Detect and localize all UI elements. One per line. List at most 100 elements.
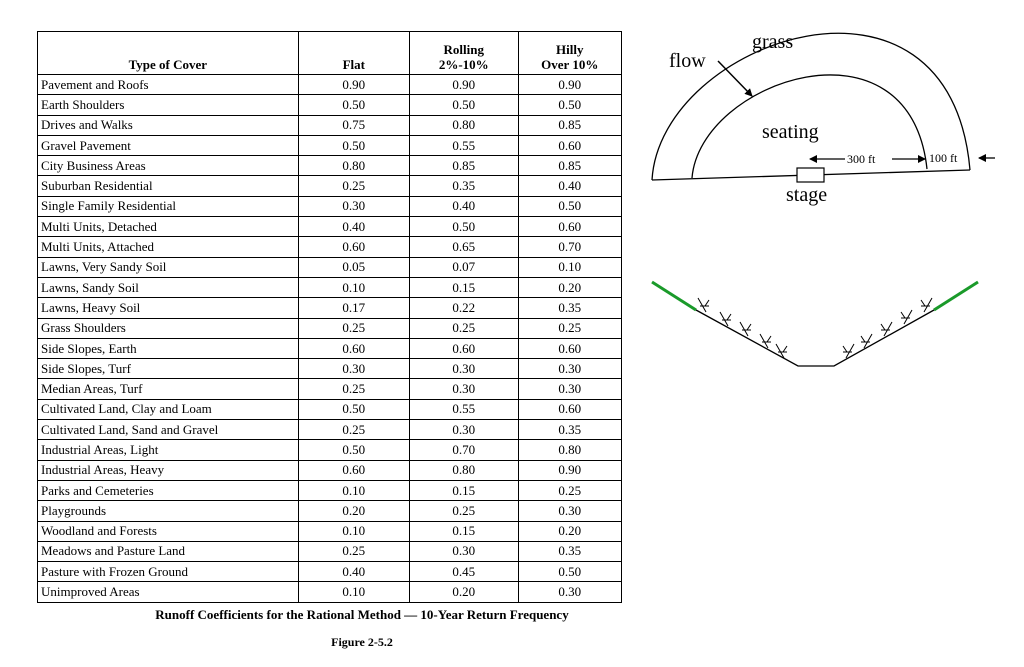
flat-value-cell: 0.25 (297, 175, 410, 197)
seat-symbol (900, 309, 913, 325)
table-row: Grass Shoulders 0.25 0.25 0.25 (37, 317, 623, 339)
hilly-value-cell: 0.35 (517, 297, 623, 319)
hilly-value-cell: 0.60 (517, 134, 623, 157)
hilly-value-cell: 0.50 (517, 561, 623, 583)
inner-arc (691, 74, 928, 179)
hilly-value-cell: 0.85 (517, 114, 623, 136)
hilly-value-cell: 0.60 (517, 337, 623, 360)
table-row: Side Slopes, Turf 0.30 0.30 0.30 (37, 358, 623, 380)
flat-value-cell: 0.30 (297, 358, 410, 380)
cover-type-cell: Pasture with Frozen Ground (37, 561, 299, 583)
hilly-value-cell: 0.30 (517, 581, 623, 603)
seat-symbol (775, 343, 788, 359)
header-flat: Flat (297, 31, 410, 75)
rolling-value-cell: 0.25 (408, 317, 519, 339)
table-row: Cultivated Land, Clay and Loam 0.50 0.55 0.… (37, 398, 623, 421)
flat-value-cell: 0.10 (297, 520, 410, 542)
hilly-value-cell: 0.20 (517, 520, 623, 542)
seat-symbol (719, 311, 732, 327)
runoff-coefficient-table: Type of Cover Flat Rolling 2%-10% Hilly Ov… (37, 31, 623, 603)
seat-symbol (920, 297, 933, 313)
table-row: Parks and Cemeteries 0.10 0.15 0.25 (37, 479, 623, 502)
seat-symbol (860, 333, 873, 349)
table-row: Suburban Residential 0.25 0.35 0.40 (37, 175, 623, 197)
table-row: Lawns, Very Sandy Soil 0.05 0.07 0.10 (37, 256, 623, 278)
flat-value-cell: 0.25 (297, 317, 410, 339)
table-caption: Runoff Coefficients for the Rational Met… (155, 607, 569, 622)
flat-value-cell: 0.30 (297, 195, 410, 218)
cover-type-cell: Single Family Residential (37, 195, 299, 218)
flat-value-cell: 0.10 (297, 581, 410, 603)
cover-type-cell: Grass Shoulders (37, 317, 299, 339)
table-row: Multi Units, Detached 0.40 0.50 0.60 (37, 216, 623, 238)
hilly-value-cell: 0.25 (517, 317, 623, 339)
rolling-value-cell: 0.80 (408, 114, 519, 136)
rolling-value-cell: 0.80 (408, 459, 519, 481)
seat-symbol (739, 321, 752, 337)
outer-arc (651, 32, 971, 181)
rolling-value-cell: 0.50 (408, 94, 519, 116)
cover-type-cell: Pavement and Roofs (37, 73, 299, 96)
cover-type-cell: Side Slopes, Turf (37, 358, 299, 380)
header-hilly: Hilly Over 10% (517, 31, 623, 75)
rolling-value-cell: 0.30 (408, 378, 519, 400)
flat-value-cell: 0.75 (297, 114, 410, 136)
table-row: Drives and Walks 0.75 0.80 0.85 (37, 114, 623, 136)
flat-value-cell: 0.80 (297, 155, 410, 177)
rolling-value-cell: 0.60 (408, 337, 519, 360)
cover-type-cell: Lawns, Heavy Soil (37, 297, 299, 319)
hilly-value-cell: 0.60 (517, 216, 623, 238)
hilly-value-cell: 0.35 (517, 419, 623, 441)
hilly-value-cell: 0.50 (517, 195, 623, 218)
flat-value-cell: 0.40 (297, 561, 410, 583)
flat-value-cell: 0.90 (297, 73, 410, 96)
table-row: Median Areas, Turf 0.25 0.30 0.30 (37, 378, 623, 400)
flat-value-cell: 0.10 (297, 276, 410, 299)
figure-label: Figure 2-5.2 (331, 635, 393, 649)
cover-type-cell: Playgrounds (37, 500, 299, 522)
cover-type-cell: Drives and Walks (37, 114, 299, 136)
flat-value-cell: 0.17 (297, 297, 410, 319)
grass-label: grass (752, 31, 793, 53)
hilly-value-cell: 0.85 (517, 155, 623, 177)
hilly-value-cell: 0.90 (517, 73, 623, 96)
rolling-value-cell: 0.15 (408, 276, 519, 299)
hilly-value-cell: 0.30 (517, 358, 623, 380)
table-row: Lawns, Sandy Soil 0.10 0.15 0.20 (37, 276, 623, 299)
rolling-value-cell: 0.45 (408, 561, 519, 583)
hilly-value-cell: 0.40 (517, 175, 623, 197)
table-row: Side Slopes, Earth 0.60 0.60 0.60 (37, 337, 623, 360)
dim-100-label: 100 ft (929, 151, 958, 165)
rolling-value-cell: 0.30 (408, 419, 519, 441)
rolling-value-cell: 0.85 (408, 155, 519, 177)
cover-type-cell: Cultivated Land, Sand and Gravel (37, 419, 299, 441)
rolling-value-cell: 0.22 (408, 297, 519, 319)
seating-label: seating (762, 121, 819, 143)
flat-value-cell: 0.60 (297, 459, 410, 481)
header-type-of-cover: Type of Cover (37, 31, 299, 75)
cover-type-cell: Unimproved Areas (37, 581, 299, 603)
hilly-value-cell: 0.35 (517, 540, 623, 563)
seat-symbol (759, 333, 772, 349)
flat-value-cell: 0.50 (297, 134, 410, 157)
hilly-value-cell: 0.30 (517, 378, 623, 400)
table-row: Industrial Areas, Heavy 0.60 0.80 0.90 (37, 459, 623, 481)
flat-value-cell: 0.50 (297, 398, 410, 421)
side-slope-cross-section (651, 280, 979, 367)
rolling-value-cell: 0.07 (408, 256, 519, 278)
header-hilly-line1: Hilly (556, 42, 584, 57)
cover-type-cell: Industrial Areas, Light (37, 439, 299, 461)
flow-arrow (717, 60, 753, 97)
channel-profile (695, 309, 935, 367)
flat-value-cell: 0.20 (297, 500, 410, 522)
cover-type-cell: Parks and Cemeteries (37, 479, 299, 502)
cover-type-cell: Woodland and Forests (37, 520, 299, 542)
flat-value-cell: 0.50 (297, 94, 410, 116)
flat-value-cell: 0.60 (297, 236, 410, 258)
flow-label: flow (669, 50, 706, 72)
left-grass-segment (651, 280, 697, 312)
cover-type-cell: Multi Units, Detached (37, 216, 299, 238)
hilly-value-cell: 0.10 (517, 256, 623, 278)
table-body: Pavement and Roofs 0.90 0.90 0.90 Earth Shou… (37, 73, 623, 603)
cover-type-cell: Lawns, Very Sandy Soil (37, 256, 299, 278)
